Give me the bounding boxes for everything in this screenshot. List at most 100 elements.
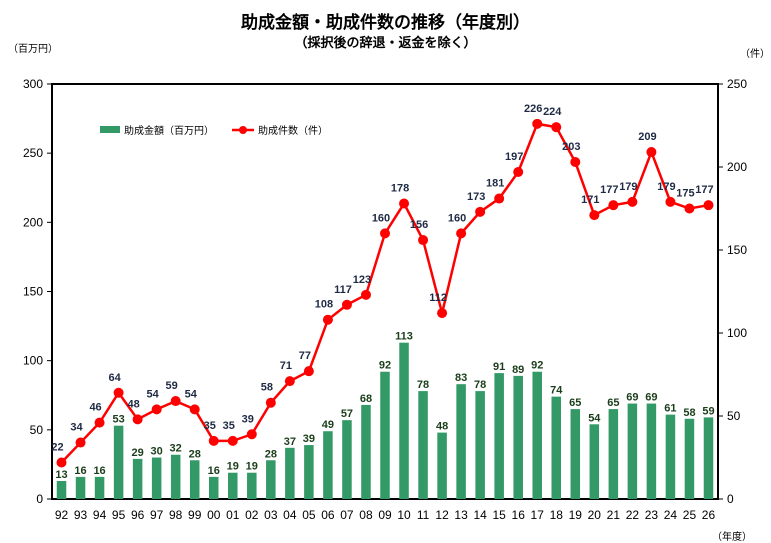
x-tick-label: 05 [302, 508, 316, 522]
line-data-label: 35 [223, 420, 235, 432]
x-tick-label: 00 [207, 508, 221, 522]
bar [551, 396, 562, 499]
line-point [151, 404, 162, 415]
bar-data-label: 29 [132, 447, 144, 459]
line-point [56, 457, 67, 468]
bar [342, 420, 352, 499]
x-tick-label: 19 [569, 508, 583, 522]
x-tick-label: 21 [607, 508, 621, 522]
y-right-tick-label: 250 [727, 77, 747, 91]
line-point [75, 437, 86, 448]
x-tick-label: 18 [550, 508, 564, 522]
right-axis-unit: （件） [740, 49, 770, 60]
y-left-tick-label: 300 [23, 77, 43, 91]
x-tick-label: 16 [512, 508, 526, 522]
bar [361, 404, 371, 499]
line-point [246, 429, 257, 440]
line-point [322, 314, 333, 325]
x-tick-label: 02 [245, 508, 259, 522]
line-data-label: 123 [353, 274, 371, 286]
line-data-label: 34 [70, 422, 83, 434]
bar-data-label: 53 [112, 414, 124, 426]
line-point [532, 118, 543, 129]
bar-data-label: 69 [626, 392, 638, 404]
line-point [399, 198, 410, 209]
bar [570, 409, 581, 499]
line-data-label: 181 [486, 178, 504, 190]
bar-data-label: 92 [379, 360, 391, 372]
bar-data-label: 54 [588, 412, 601, 424]
line-data-label: 35 [204, 420, 216, 432]
x-tick-label: 01 [226, 508, 240, 522]
x-tick-label: 24 [664, 508, 678, 522]
bar-data-label: 78 [417, 379, 429, 391]
line-data-label: 64 [108, 372, 121, 384]
bar-data-label: 19 [246, 461, 258, 473]
line-data-label: 226 [524, 103, 542, 115]
y-left-tick-label: 0 [36, 492, 43, 506]
line-data-label: 179 [619, 181, 637, 193]
y-left-tick-label: 100 [23, 354, 43, 368]
x-tick-label: 14 [473, 508, 487, 522]
line-point [646, 147, 657, 158]
bar-data-label: 58 [683, 407, 695, 419]
line-point [589, 210, 600, 221]
line-data-label: 77 [299, 350, 311, 362]
line-data-label: 160 [372, 212, 390, 224]
line-data-label: 203 [562, 141, 580, 153]
bar [247, 472, 257, 499]
line-point [341, 299, 352, 310]
bar [684, 418, 695, 499]
bar [285, 447, 295, 499]
line-data-label: 117 [334, 284, 352, 296]
line-point [456, 228, 467, 239]
x-tick-label: 20 [588, 508, 602, 522]
bar [532, 371, 542, 499]
y-right-tick-label: 0 [727, 492, 734, 506]
bar [380, 371, 390, 499]
line-data-label: 54 [147, 388, 160, 400]
line-point [494, 193, 505, 204]
line-point [418, 235, 429, 246]
line-point [703, 200, 714, 211]
bar [475, 391, 485, 499]
x-tick-label: 22 [626, 508, 640, 522]
line-point [380, 228, 390, 239]
line-point [113, 387, 124, 398]
line-data-label: 177 [600, 184, 618, 196]
line-data-label: 178 [391, 183, 409, 195]
line-data-label: 156 [410, 219, 428, 231]
bar-data-label: 13 [55, 469, 67, 481]
y-right-tick-label: 100 [727, 326, 747, 340]
bar [132, 458, 143, 499]
line-data-label: 59 [166, 380, 178, 392]
bar-data-label: 83 [455, 372, 467, 384]
bar-data-label: 28 [189, 448, 201, 460]
bar [151, 457, 162, 499]
x-tick-label: 04 [283, 508, 297, 522]
line-point [189, 404, 200, 415]
bar [608, 409, 619, 499]
x-tick-label: 10 [397, 508, 411, 522]
x-tick-label: 17 [531, 508, 545, 522]
line-point [475, 206, 486, 217]
x-tick-label: 25 [683, 508, 697, 522]
line-point [665, 196, 676, 207]
x-tick-label: 94 [93, 508, 107, 522]
y-left-tick-label: 150 [23, 285, 43, 299]
legend-line-marker [239, 126, 247, 134]
x-tick-label: 12 [435, 508, 449, 522]
line-data-label: 22 [51, 441, 63, 453]
bar [646, 403, 657, 499]
x-tick-label: 98 [169, 508, 183, 522]
x-tick-label: 23 [645, 508, 659, 522]
line-point [170, 396, 181, 407]
bar-data-label: 68 [360, 393, 372, 405]
y-left-tick-label: 200 [23, 215, 43, 229]
bar-data-label: 16 [74, 465, 86, 477]
bar-data-label: 16 [93, 465, 105, 477]
line-data-label: 179 [657, 181, 675, 193]
x-tick-label: 09 [378, 508, 392, 522]
bar [228, 472, 238, 499]
